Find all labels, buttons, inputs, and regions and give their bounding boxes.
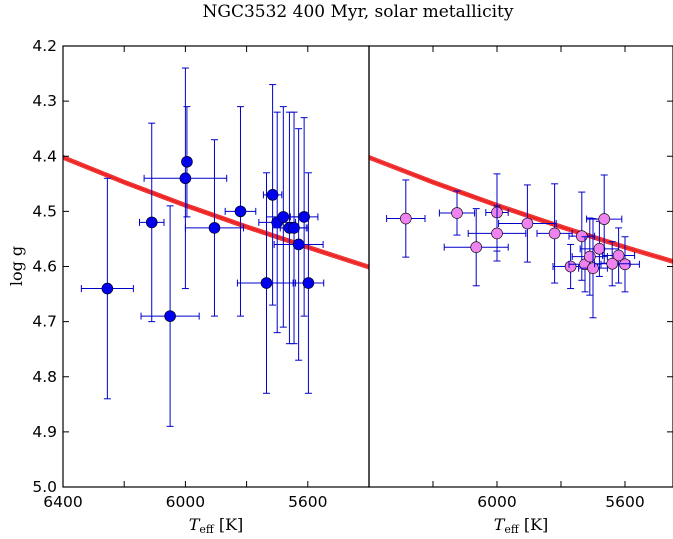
data-point <box>139 122 165 323</box>
data-point <box>386 179 426 258</box>
data-marker <box>593 243 606 255</box>
y-tick-label: 4.6 <box>32 258 57 276</box>
y-tick-label: 4.8 <box>32 368 57 386</box>
data-point <box>273 128 324 361</box>
data-marker <box>266 189 279 201</box>
isochrone-line <box>63 158 369 270</box>
left-plot-area <box>63 67 369 427</box>
isochrone-line <box>63 154 369 266</box>
y-tick-label: 4.3 <box>32 92 57 110</box>
left-x-axis-label: Teff [K] <box>189 515 244 536</box>
isochrone-line <box>369 155 673 261</box>
y-tick-label: 4.2 <box>32 37 57 55</box>
data-point <box>498 184 557 263</box>
data-point <box>602 227 636 284</box>
isochrone-line <box>369 154 673 260</box>
data-marker <box>181 155 193 168</box>
chart-title: NGC3532 400 Myr, solar metallicity <box>203 2 514 22</box>
data-marker <box>298 211 310 223</box>
right-panel-frame <box>368 45 673 488</box>
y-axis: 4.2 4.3 4.4 4.5 4.6 4.7 4.8 4.9 5.0 <box>32 37 673 496</box>
x-tick-label: 6000 <box>166 493 205 511</box>
data-point <box>80 177 134 400</box>
data-marker <box>399 212 412 225</box>
data-marker <box>288 222 300 234</box>
right-x-axis-label: Teff [K] <box>494 515 549 536</box>
data-marker <box>179 172 192 185</box>
data-point <box>438 190 476 236</box>
isochrone-line <box>369 157 673 263</box>
data-marker <box>292 238 305 251</box>
left-panel-frame <box>62 45 370 488</box>
isochrone-line <box>63 155 369 267</box>
y-tick-label: 4.7 <box>32 313 57 331</box>
data-marker <box>164 310 176 322</box>
y-tick-label: 4.4 <box>32 147 57 165</box>
data-point <box>140 205 200 427</box>
data-point <box>292 172 325 394</box>
data-marker <box>491 227 503 240</box>
data-point <box>279 111 309 345</box>
right-plot-area <box>369 154 673 319</box>
data-point <box>443 208 509 287</box>
data-point <box>181 106 193 218</box>
data-marker <box>260 277 273 289</box>
data-marker <box>606 257 619 270</box>
data-marker <box>564 260 577 273</box>
y-axis-label: log g <box>7 246 26 286</box>
data-marker <box>521 217 534 230</box>
data-point <box>143 67 228 290</box>
data-point <box>578 218 608 319</box>
data-point <box>236 172 297 394</box>
data-marker <box>598 213 611 225</box>
left-panel: 6400 6000 5600 Teff [K] <box>43 45 370 536</box>
data-marker <box>277 211 290 223</box>
y-tick-label: 4.5 <box>32 202 57 220</box>
y-tick-label: 4.9 <box>32 423 57 441</box>
data-marker <box>451 207 463 219</box>
data-marker <box>302 277 315 289</box>
x-tick-label: 6000 <box>477 493 516 511</box>
data-marker <box>208 222 221 234</box>
data-point <box>224 106 257 317</box>
isochrone-line <box>369 156 673 263</box>
data-point <box>586 174 623 264</box>
data-marker <box>548 227 561 240</box>
data-point <box>594 241 631 287</box>
data-marker <box>145 216 158 229</box>
data-marker <box>234 205 247 218</box>
isochrone-line <box>63 156 369 268</box>
x-tick-label: 5600 <box>605 493 644 511</box>
data-point <box>184 139 245 317</box>
data-point <box>262 84 283 306</box>
data-marker <box>612 249 625 262</box>
x-tick-label: 5600 <box>288 493 327 511</box>
data-point <box>579 220 620 277</box>
y-tick-label: 5.0 <box>32 478 57 496</box>
data-marker <box>583 250 596 263</box>
data-marker <box>575 230 588 242</box>
data-point <box>467 205 527 262</box>
data-marker <box>619 258 631 271</box>
data-marker <box>470 241 483 254</box>
data-marker <box>587 262 599 274</box>
isochrone-line <box>63 157 369 269</box>
right-panel: 6000 5600 Teff [K] <box>368 45 673 536</box>
data-marker <box>101 282 114 295</box>
x-tick-label: 6400 <box>43 493 82 511</box>
